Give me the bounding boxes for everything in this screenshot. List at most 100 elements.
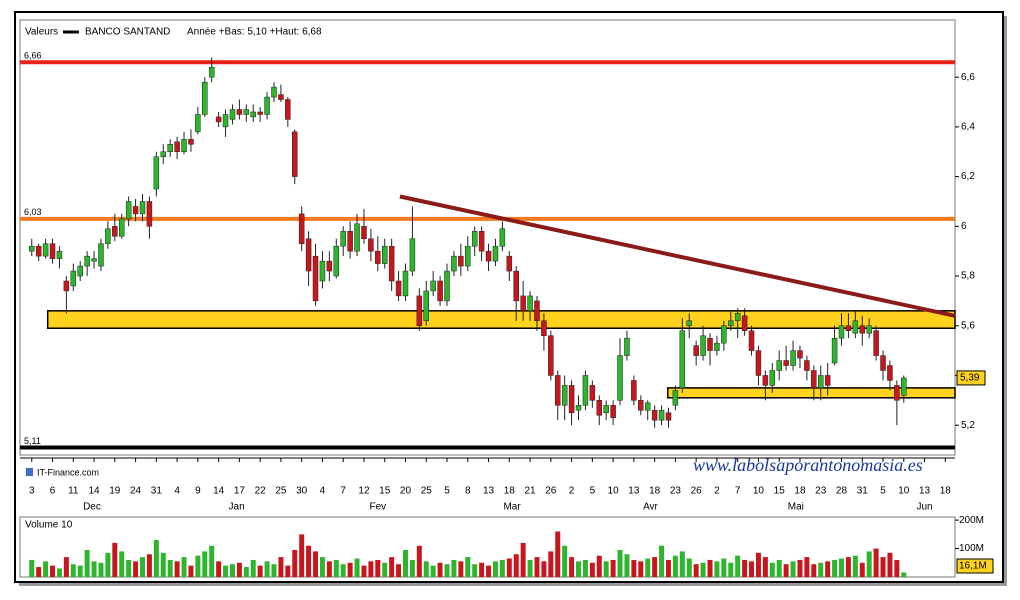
x-tick-label: 18 bbox=[649, 486, 661, 497]
x-tick-label: 15 bbox=[774, 486, 786, 497]
volume-bar bbox=[742, 559, 748, 577]
candle-body bbox=[790, 350, 796, 366]
x-tick-label: 12 bbox=[358, 486, 370, 497]
volume-bar bbox=[43, 561, 49, 577]
month-label: Dec bbox=[83, 502, 101, 513]
candle-body bbox=[859, 325, 866, 334]
x-tick-label: 3 bbox=[29, 486, 35, 497]
volume-bar bbox=[140, 557, 145, 577]
support-zone bbox=[667, 387, 956, 399]
candle-body bbox=[250, 111, 256, 118]
x-tick-label: 4 bbox=[174, 486, 180, 497]
candle-body bbox=[174, 141, 180, 152]
candle-body bbox=[672, 390, 679, 406]
candle-body bbox=[236, 109, 243, 115]
x-tick-label: 21 bbox=[525, 486, 537, 497]
x-tick-label: 5 bbox=[444, 486, 450, 497]
volume-bar bbox=[167, 559, 173, 577]
candle-body bbox=[42, 243, 49, 257]
volume-bar bbox=[292, 549, 298, 577]
candle-body bbox=[769, 370, 776, 386]
x-tick-label: 5 bbox=[880, 486, 886, 497]
volume-bar bbox=[236, 562, 242, 577]
volume-bar bbox=[492, 561, 498, 577]
x-tick-label: 13 bbox=[919, 486, 931, 497]
volume-bar bbox=[755, 552, 761, 577]
x-tick-label: 17 bbox=[234, 486, 246, 497]
volume-bar bbox=[735, 555, 741, 577]
volume-bar bbox=[700, 562, 706, 577]
candle-body bbox=[416, 295, 423, 326]
candle-body bbox=[686, 320, 692, 326]
volume-bar bbox=[409, 559, 415, 577]
volume-bar bbox=[146, 554, 152, 577]
x-tick-label: 18 bbox=[504, 486, 516, 497]
volume-bar bbox=[707, 559, 713, 577]
candle-body bbox=[610, 405, 616, 418]
candle-body bbox=[285, 99, 291, 120]
candle-body bbox=[478, 231, 485, 252]
candle-body bbox=[721, 325, 727, 344]
volume-bar bbox=[541, 561, 547, 577]
volume-bar bbox=[582, 559, 588, 577]
volume-title: Volume 10 bbox=[25, 520, 73, 531]
candle-body bbox=[575, 405, 582, 411]
volume-bar bbox=[56, 568, 62, 577]
volume-bar bbox=[133, 561, 139, 577]
candle-body bbox=[35, 245, 42, 257]
candle-body bbox=[471, 231, 478, 247]
volume-bar bbox=[188, 565, 194, 577]
volume-bar bbox=[894, 559, 900, 577]
volume-bar bbox=[229, 564, 235, 577]
candle-body bbox=[402, 270, 409, 297]
volume-bar bbox=[430, 565, 436, 577]
level-label: 5,11 bbox=[24, 436, 41, 446]
volume-bar bbox=[479, 562, 485, 577]
volume-tick-label: 200M bbox=[959, 515, 984, 526]
candle-body bbox=[465, 245, 471, 267]
volume-bar bbox=[562, 545, 568, 577]
volume-bar bbox=[686, 558, 692, 577]
candle-body bbox=[499, 228, 506, 247]
candle-body bbox=[707, 337, 713, 351]
volume-bar bbox=[326, 561, 332, 577]
candle-body bbox=[222, 114, 229, 128]
volume-bar bbox=[728, 562, 734, 577]
candle-body bbox=[368, 238, 374, 252]
candle-body bbox=[901, 377, 907, 396]
volume-bar bbox=[402, 549, 408, 577]
volume-bar bbox=[486, 565, 492, 577]
candle-body bbox=[700, 335, 706, 356]
candle-body bbox=[838, 325, 845, 339]
x-tick-label: 9 bbox=[195, 486, 201, 497]
volume-bar bbox=[714, 561, 720, 577]
candle-body bbox=[312, 255, 319, 302]
x-tick-label: 13 bbox=[483, 486, 495, 497]
candle-body bbox=[541, 320, 547, 336]
x-tick-label: 30 bbox=[296, 486, 308, 497]
candle-body bbox=[762, 375, 769, 386]
volume-bar bbox=[797, 559, 803, 577]
candle-body bbox=[887, 365, 893, 381]
volume-bar bbox=[202, 551, 208, 577]
volume-bar bbox=[596, 555, 602, 577]
candle-body bbox=[56, 250, 63, 259]
candle-body bbox=[243, 109, 250, 115]
volume-bar bbox=[520, 542, 526, 577]
candle-body bbox=[693, 345, 699, 356]
candle-body bbox=[651, 410, 658, 421]
volume-bar bbox=[783, 564, 789, 577]
volume-bar bbox=[762, 557, 768, 577]
candle-body bbox=[395, 280, 402, 297]
candle-body bbox=[831, 337, 838, 364]
legend-entry: BANCO SANTAND bbox=[85, 27, 170, 38]
volume-bar bbox=[465, 557, 471, 577]
volume-bar bbox=[790, 561, 796, 577]
volume-bar bbox=[839, 558, 844, 577]
candle-body bbox=[437, 280, 443, 302]
candle-body bbox=[354, 223, 360, 252]
candle-body bbox=[665, 412, 672, 421]
x-tick-label: 31 bbox=[857, 486, 869, 497]
trendline bbox=[399, 194, 956, 318]
